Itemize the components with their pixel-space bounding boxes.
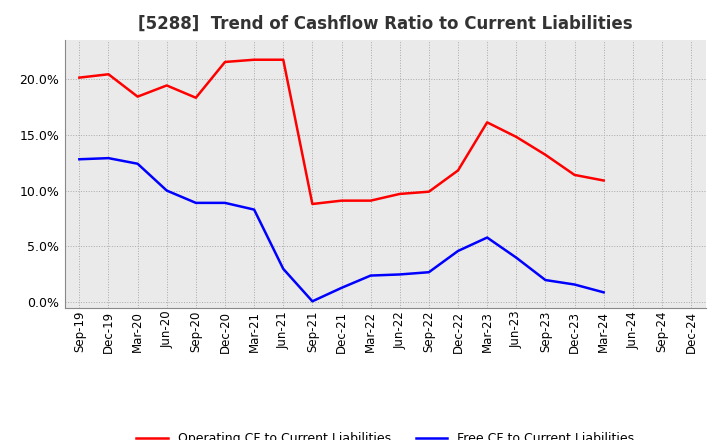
Operating CF to Current Liabilities: [337, 198, 346, 203]
Operating CF to Current Liabilities: [425, 189, 433, 194]
Free CF to Current Liabilities: [308, 299, 317, 304]
Title: [5288]  Trend of Cashflow Ratio to Current Liabilities: [5288] Trend of Cashflow Ratio to Curren…: [138, 15, 632, 33]
Free CF to Current Liabilities: [483, 235, 492, 240]
Free CF to Current Liabilities: [279, 266, 287, 271]
Operating CF to Current Liabilities: [104, 72, 113, 77]
Operating CF to Current Liabilities: [599, 178, 608, 183]
Free CF to Current Liabilities: [512, 255, 521, 260]
Free CF to Current Liabilities: [220, 200, 229, 205]
Operating CF to Current Liabilities: [366, 198, 375, 203]
Free CF to Current Liabilities: [133, 161, 142, 166]
Free CF to Current Liabilities: [395, 272, 404, 277]
Operating CF to Current Liabilities: [308, 202, 317, 207]
Free CF to Current Liabilities: [366, 273, 375, 278]
Operating CF to Current Liabilities: [133, 94, 142, 99]
Operating CF to Current Liabilities: [512, 134, 521, 139]
Free CF to Current Liabilities: [541, 277, 550, 282]
Free CF to Current Liabilities: [192, 200, 200, 205]
Free CF to Current Liabilities: [425, 270, 433, 275]
Line: Free CF to Current Liabilities: Free CF to Current Liabilities: [79, 158, 603, 301]
Operating CF to Current Liabilities: [192, 95, 200, 100]
Free CF to Current Liabilities: [104, 155, 113, 161]
Operating CF to Current Liabilities: [250, 57, 258, 62]
Operating CF to Current Liabilities: [483, 120, 492, 125]
Free CF to Current Liabilities: [599, 290, 608, 295]
Operating CF to Current Liabilities: [541, 152, 550, 158]
Free CF to Current Liabilities: [570, 282, 579, 287]
Free CF to Current Liabilities: [75, 157, 84, 162]
Free CF to Current Liabilities: [250, 207, 258, 212]
Operating CF to Current Liabilities: [75, 75, 84, 80]
Operating CF to Current Liabilities: [454, 168, 462, 173]
Operating CF to Current Liabilities: [220, 59, 229, 65]
Operating CF to Current Liabilities: [279, 57, 287, 62]
Free CF to Current Liabilities: [163, 188, 171, 193]
Free CF to Current Liabilities: [454, 248, 462, 253]
Operating CF to Current Liabilities: [395, 191, 404, 197]
Operating CF to Current Liabilities: [163, 83, 171, 88]
Legend: Operating CF to Current Liabilities, Free CF to Current Liabilities: Operating CF to Current Liabilities, Fre…: [131, 427, 639, 440]
Free CF to Current Liabilities: [337, 285, 346, 290]
Line: Operating CF to Current Liabilities: Operating CF to Current Liabilities: [79, 60, 603, 204]
Operating CF to Current Liabilities: [570, 172, 579, 178]
